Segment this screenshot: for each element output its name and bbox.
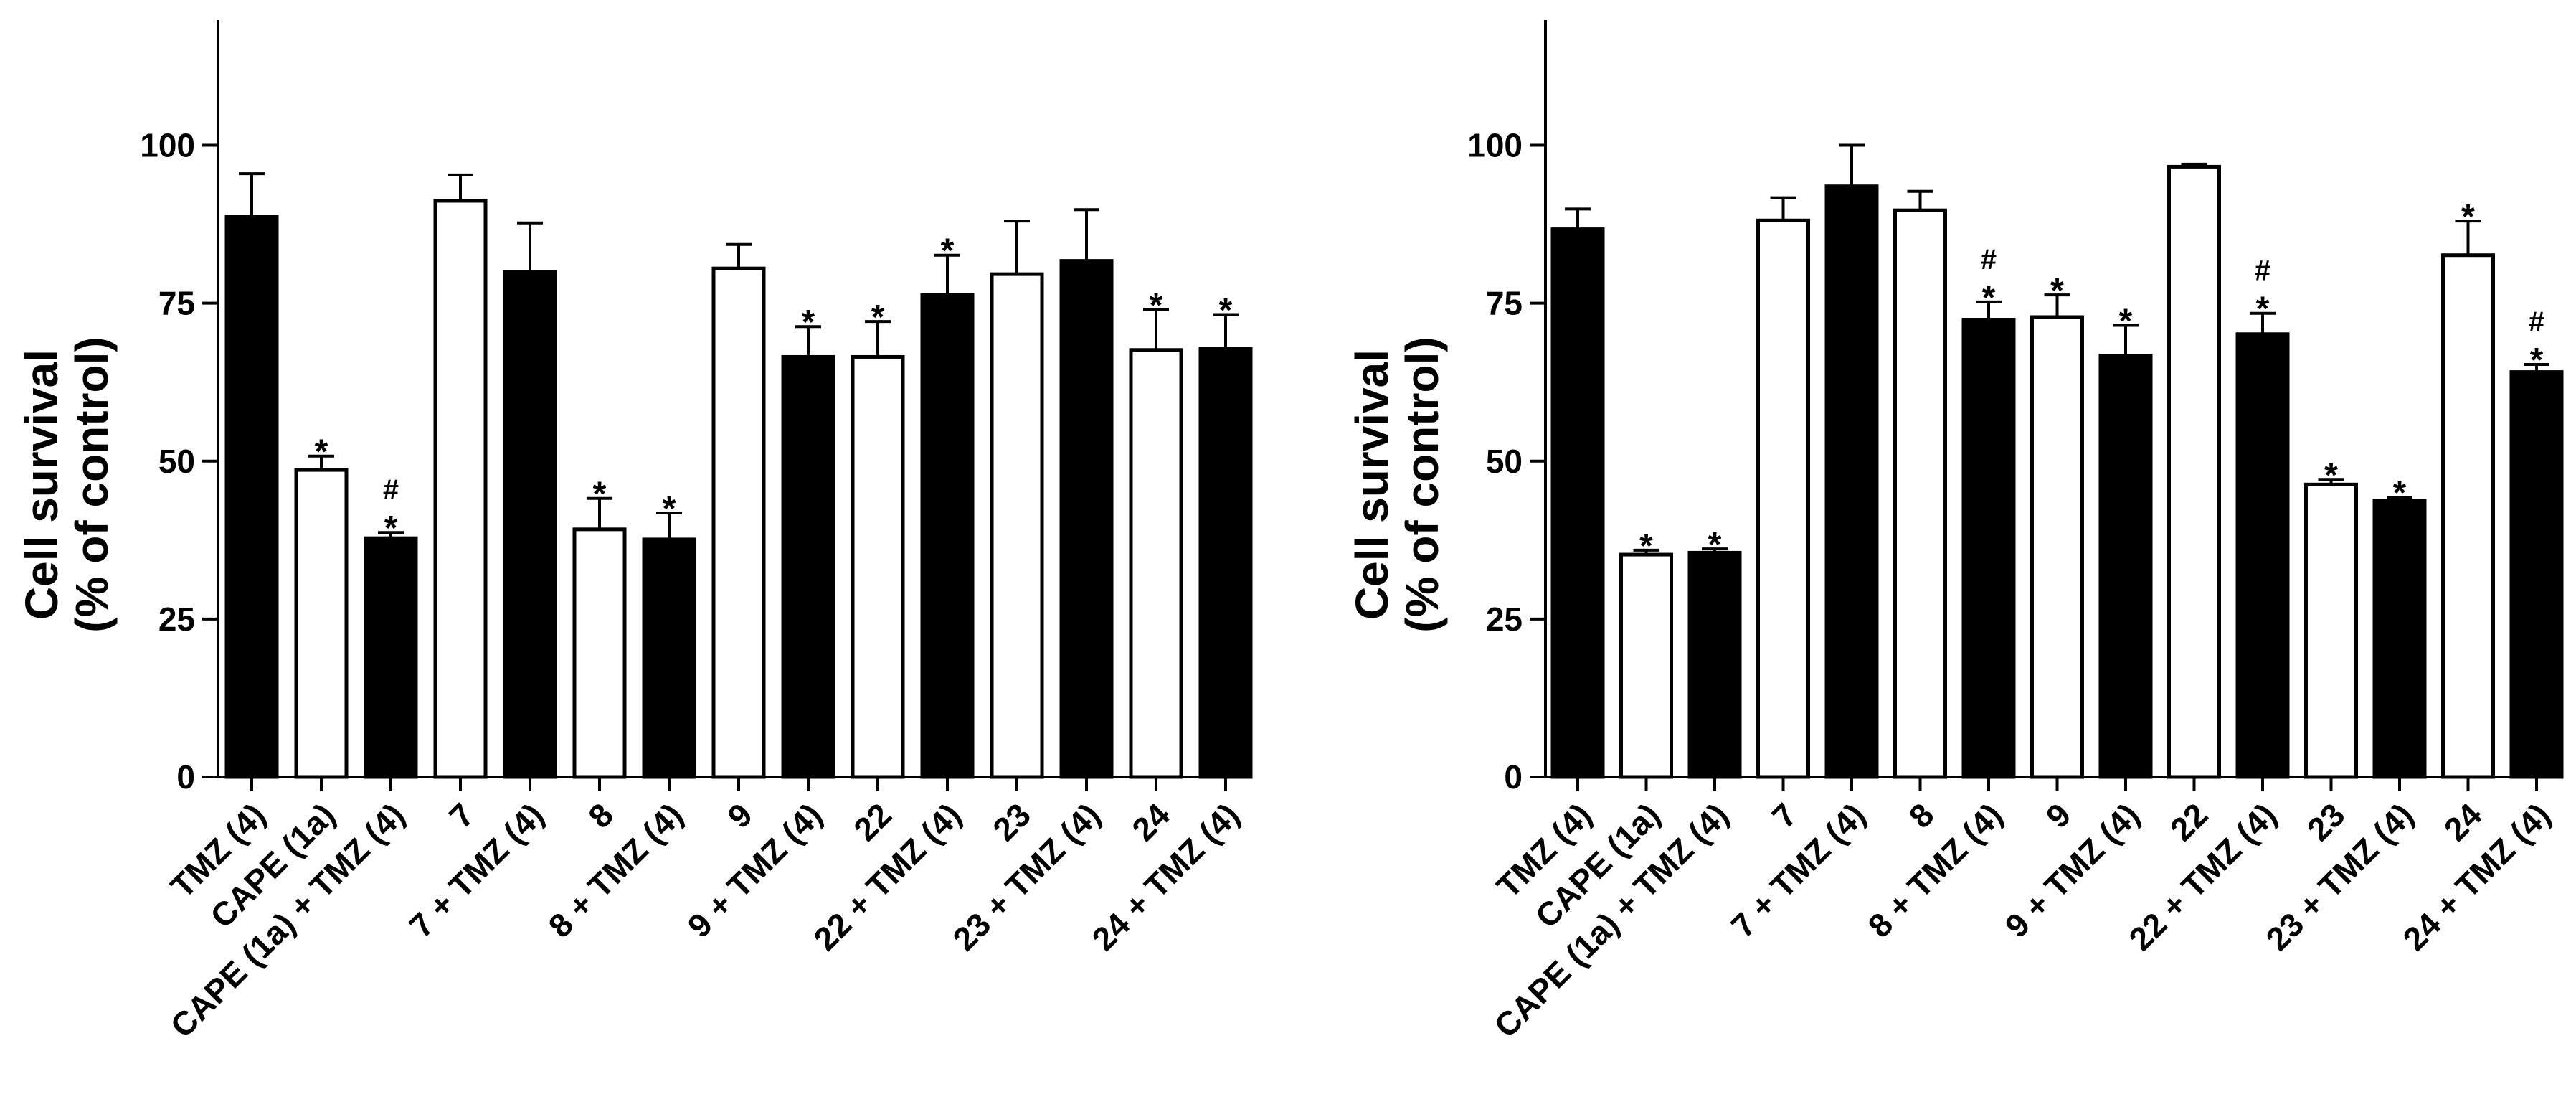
y-tick-label: 25: [1486, 600, 1523, 638]
significance-hash: #: [2529, 306, 2544, 338]
significance-star: *: [384, 509, 398, 547]
bar-22: [2167, 164, 2221, 779]
significance-star: *: [2256, 291, 2270, 329]
significance-star: *: [871, 298, 885, 336]
bar-24-tmz-4-: [1198, 347, 1253, 779]
y-axis-title-line1: Cell survival: [1346, 349, 1398, 620]
x-category-label: 23: [2300, 796, 2352, 848]
bar-9: [2030, 315, 2084, 779]
significance-star: *: [1639, 527, 1653, 565]
bar-23: [990, 272, 1044, 779]
bar-23-tmz-4-: [1059, 259, 1114, 779]
significance-star: *: [663, 490, 676, 528]
y-tick-label: 50: [1486, 443, 1523, 480]
bar-cape-1a-: [294, 468, 349, 779]
x-category-label: 9: [2039, 796, 2078, 835]
bar-24-tmz-4-: [2509, 370, 2564, 779]
bar-22-tmz-4-: [2235, 332, 2290, 779]
bar-cape-1a-: [1619, 552, 1673, 779]
bar-23: [2304, 482, 2358, 779]
significance-star: *: [2050, 272, 2064, 310]
bar-24: [1129, 348, 1183, 779]
bar-23-tmz-4-: [2372, 499, 2427, 779]
bar-tmz-4-: [1550, 227, 1605, 779]
bar-7-tmz-4-: [503, 270, 557, 779]
x-category-label: 8: [581, 796, 620, 835]
significance-star: *: [802, 303, 815, 341]
bar-9: [711, 266, 766, 779]
significance-star: *: [2393, 474, 2407, 512]
bar-tmz-4-: [224, 215, 279, 779]
y-tick-label: 75: [1486, 285, 1523, 322]
significance-star: *: [941, 232, 955, 270]
y-tick-label: 50: [158, 443, 195, 480]
x-category-label: 24: [1124, 796, 1177, 848]
significance-star: *: [2324, 456, 2338, 494]
bar-8: [1893, 208, 1947, 779]
bar-cape-1a-tmz-4-: [364, 536, 418, 779]
significance-star: *: [593, 476, 607, 514]
significance-star: *: [1150, 286, 1163, 324]
y-axis-title-line2: (% of control): [1396, 336, 1448, 632]
bar-24: [2441, 253, 2495, 779]
x-category-label: 22: [2163, 796, 2215, 848]
y-tick-label: 100: [140, 127, 195, 164]
bar-22-tmz-4-: [920, 293, 975, 779]
x-category-label: 8: [1902, 796, 1941, 835]
x-category-label: 23: [985, 796, 1038, 848]
x-category-label: 24: [2437, 796, 2489, 848]
bar-22: [851, 354, 905, 779]
y-tick-label: 25: [158, 600, 195, 638]
significance-star: *: [2530, 341, 2544, 380]
significance-hash: #: [1981, 244, 1997, 275]
bar-cape-1a-tmz-4-: [1687, 550, 1742, 779]
y-axis-title-line2: (% of control): [66, 336, 118, 632]
significance-star: *: [1219, 291, 1233, 329]
x-category-label: 22: [846, 796, 899, 848]
y-tick-label: 0: [1504, 758, 1523, 796]
bar-7: [433, 199, 488, 779]
bar-9-tmz-4-: [781, 354, 835, 779]
significance-star: *: [1982, 279, 1996, 317]
x-category-label: 9: [720, 796, 759, 835]
bar-9-tmz-4-: [2098, 354, 2153, 779]
bar-8: [572, 527, 627, 779]
bar-7-tmz-4-: [1824, 184, 1879, 779]
significance-star: *: [2461, 198, 2475, 236]
x-category-label: 7: [442, 796, 481, 835]
significance-hash: #: [383, 474, 399, 506]
bar-8-tmz-4-: [1961, 318, 2016, 779]
bar-8-tmz-4-: [642, 537, 696, 779]
y-tick-label: 100: [1467, 127, 1523, 164]
significance-star: *: [1708, 526, 1722, 564]
y-tick-label: 75: [158, 285, 195, 322]
significance-hash: #: [2255, 255, 2270, 287]
y-axis-title-line1: Cell survival: [16, 349, 67, 620]
x-category-label: 7: [1765, 796, 1804, 835]
y-tick-label: 0: [176, 758, 195, 796]
significance-star: *: [315, 433, 328, 471]
significance-star: *: [2119, 302, 2133, 340]
bar-7: [1756, 218, 1810, 779]
